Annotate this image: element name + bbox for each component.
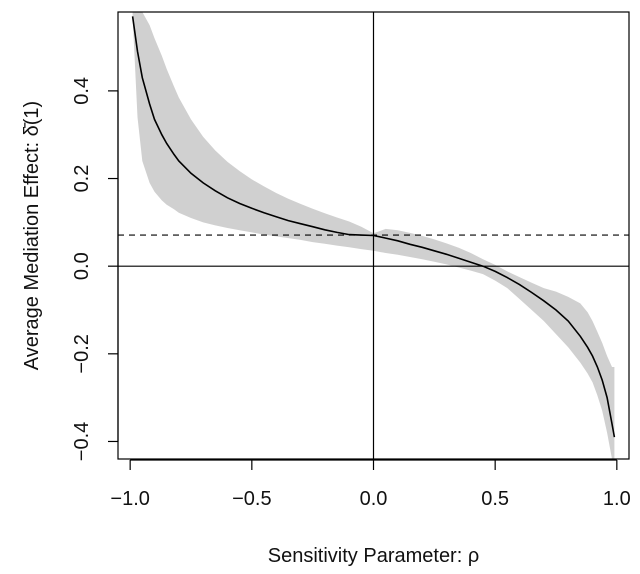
y-tick-label: 0.2: [71, 165, 93, 193]
x-tick-label: 0.0: [360, 488, 388, 510]
y-tick-label: −0.2: [71, 334, 93, 373]
axis-layer: −1.0 −0.5 0.0 0.5 1.0 −0.4 −0.2 0.0 0.2 0.4: [71, 11, 631, 510]
y-axis-title: Average Mediation Effect: δ̄(1): [21, 101, 43, 370]
y-tick-label: 0.4: [71, 77, 93, 105]
x-tick-label: 0.5: [481, 488, 509, 510]
mediation-effect-line: [131, 16, 616, 438]
x-tick-label: −0.5: [232, 488, 271, 510]
x-tick-label: −1.0: [110, 488, 149, 510]
x-axis-title: Sensitivity Parameter: ρ: [268, 545, 479, 567]
y-tick-label: 0.0: [71, 252, 93, 280]
x-tick-label: 1.0: [603, 488, 631, 510]
series-line-layer: [131, 16, 616, 438]
y-tick-label: −0.4: [71, 422, 93, 461]
